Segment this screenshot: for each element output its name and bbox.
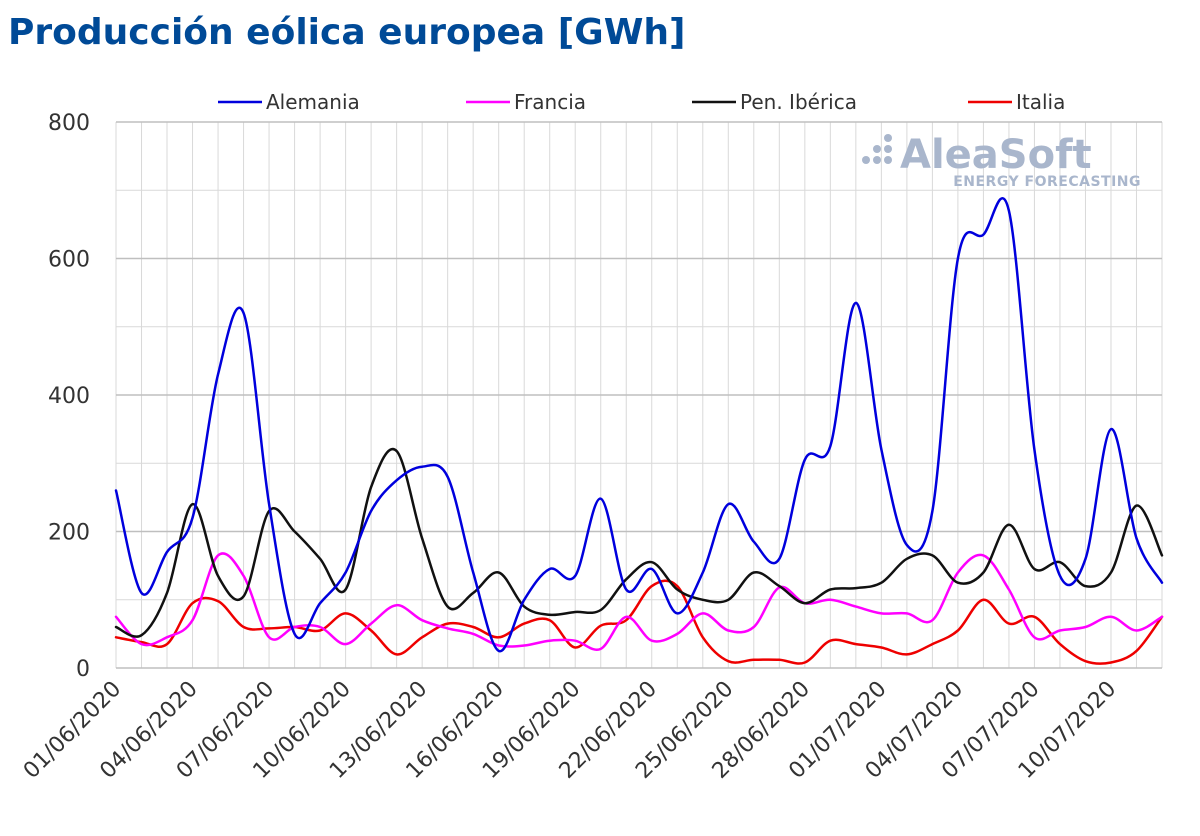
watermark-brand: AleaSoft xyxy=(900,132,1092,178)
series-lines xyxy=(114,197,1164,665)
y-tick-label: 200 xyxy=(48,521,90,546)
grid-lines xyxy=(115,121,1163,669)
aleasoft-watermark: AleaSoft ENERGY FORECASTING xyxy=(862,132,1141,190)
series-line-pen-ib-rica xyxy=(114,447,1164,638)
legend-label: Pen. Ibérica xyxy=(740,90,857,114)
aleasoft-logo-dots-icon xyxy=(862,134,892,164)
y-tick-label: 0 xyxy=(76,657,90,682)
axes: 020040060080001/06/202004/06/202007/06/2… xyxy=(19,111,1121,784)
y-tick-label: 600 xyxy=(48,248,90,273)
legend-label: Italia xyxy=(1016,90,1065,114)
legend: Alemania Francia Pen. Ibérica Italia xyxy=(218,90,1065,114)
legend-label: Alemania xyxy=(266,90,360,114)
series-line-alemania xyxy=(114,197,1164,653)
legend-label: Francia xyxy=(514,90,586,114)
y-tick-label: 800 xyxy=(48,111,90,136)
series-line-italia xyxy=(114,579,1164,665)
watermark-tagline: ENERGY FORECASTING xyxy=(953,174,1141,190)
y-tick-label: 400 xyxy=(48,384,90,409)
chart-title: Producción eólica europea [GWh] xyxy=(8,12,686,53)
series-line-francia xyxy=(114,552,1164,651)
